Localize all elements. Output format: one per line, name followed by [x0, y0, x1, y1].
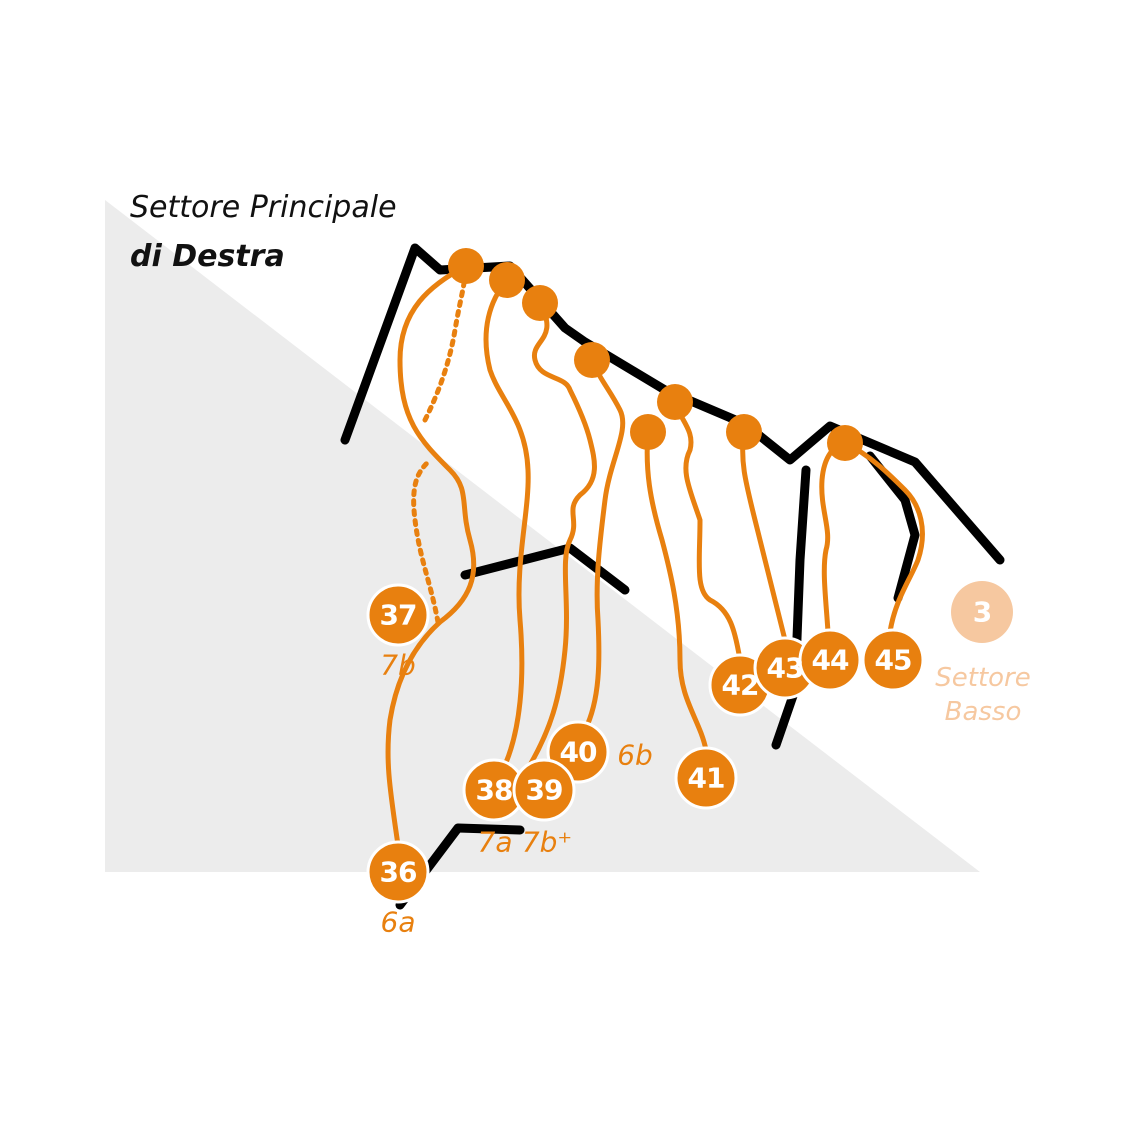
route-number: 45	[875, 644, 912, 677]
route-number: 36	[380, 856, 417, 889]
route-bubbles	[366, 583, 925, 904]
route-grade: 6a	[381, 906, 416, 939]
route-number: 41	[688, 762, 725, 795]
sector-number: 3	[973, 596, 991, 629]
route-number: 40	[560, 736, 597, 769]
route-lines	[385, 263, 925, 848]
route-number: 37	[380, 599, 417, 632]
route-grade: 7a	[478, 826, 513, 859]
anchors	[448, 248, 863, 461]
title: Settore Principale	[130, 190, 397, 225]
route-number: 44	[812, 644, 849, 677]
route-number: 38	[476, 774, 513, 807]
route-number: 43	[767, 652, 804, 685]
route-number: 42	[722, 669, 759, 702]
sector-label: Settore	[935, 663, 1030, 693]
route-grade: 7b	[380, 649, 416, 682]
sector-label: Basso	[945, 697, 1022, 727]
title: di Destra	[130, 239, 285, 274]
route-grade: 6b	[617, 739, 653, 772]
sector-bubble	[951, 581, 1013, 643]
route-number: 39	[526, 774, 563, 807]
route-grade: 7b⁺	[522, 826, 572, 859]
